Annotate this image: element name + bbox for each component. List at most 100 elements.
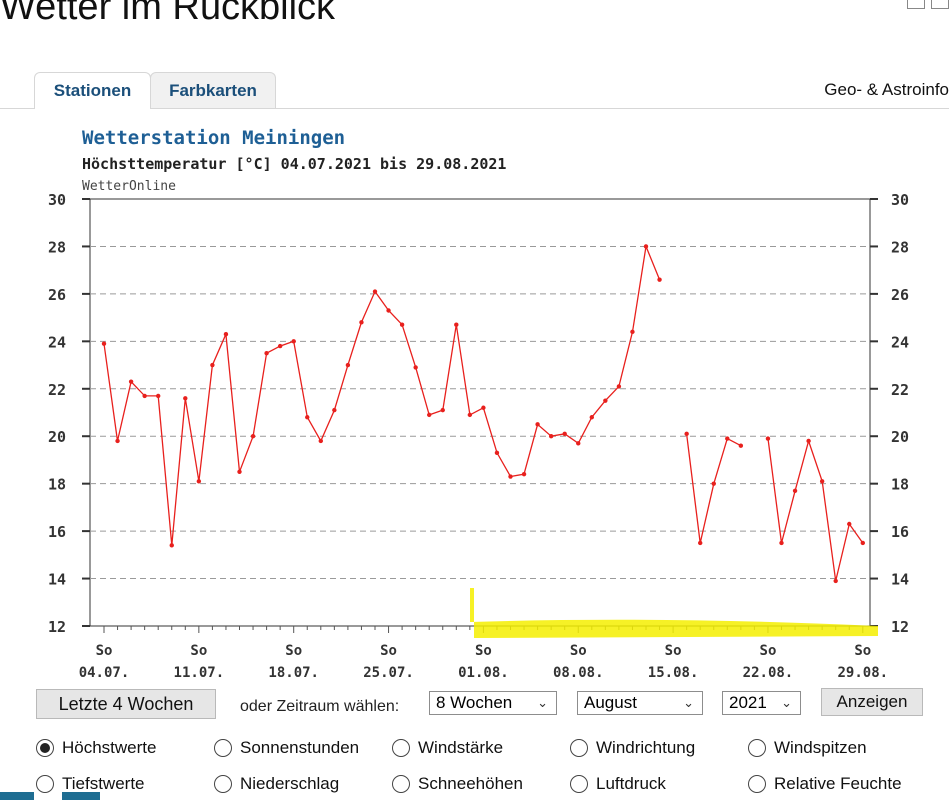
series-line [767, 438, 864, 582]
data-point [481, 405, 486, 410]
toolbar-icons [907, 0, 949, 9]
y-tick-label-left: 20 [48, 428, 66, 446]
x-tick-label-date: 01.08. [458, 665, 509, 678]
chevron-down-icon: ⌄ [781, 695, 792, 710]
year-select[interactable]: 2021 ⌄ [722, 691, 801, 715]
data-point [779, 540, 784, 546]
x-tick-label-weekday: So [475, 643, 492, 659]
radio-schneehoehen[interactable]: Schneehöhen [392, 774, 523, 794]
x-tick-label-weekday: So [854, 643, 871, 659]
tab-farbkarten[interactable]: Farbkarten [150, 72, 276, 108]
data-point [521, 471, 527, 477]
month-select[interactable]: August ⌄ [577, 691, 703, 715]
period-label: oder Zeitraum wählen: [240, 698, 400, 715]
x-tick-label-weekday: So [570, 643, 587, 659]
data-point [128, 379, 134, 384]
data-point [277, 343, 283, 349]
data-point [264, 350, 269, 356]
data-point [765, 436, 771, 441]
radio-label: Niederschlag [240, 774, 340, 793]
data-point [576, 441, 581, 446]
y-tick-label-left: 28 [48, 238, 66, 256]
y-tick-label-right: 20 [891, 428, 909, 446]
temperature-series [101, 243, 865, 584]
data-point [847, 521, 852, 527]
chevron-down-icon: ⌄ [537, 695, 548, 710]
data-point [115, 438, 120, 444]
x-tick-label-date: 11.07. [174, 665, 225, 678]
data-point [562, 431, 567, 437]
radio-unchecked-icon[interactable] [214, 775, 232, 793]
tab-geo-astroinfo[interactable]: Geo- & Astroinfo [824, 80, 949, 99]
data-point [833, 578, 838, 584]
page-title: Wetter im Rückblick [0, 0, 336, 28]
radio-row-1: Höchstwerte Sonnenstunden Windstärke Win… [0, 738, 949, 768]
share-icon[interactable] [931, 0, 949, 9]
radio-sonnenstunden[interactable]: Sonnenstunden [214, 738, 359, 758]
chart-source: WetterOnline [82, 179, 176, 194]
footer-accent [0, 792, 34, 800]
x-tick-label-date: 25.07. [363, 665, 414, 678]
year-value: 2021 [729, 693, 767, 712]
data-point [860, 540, 865, 546]
radio-unchecked-icon[interactable] [36, 775, 54, 793]
data-point [589, 415, 594, 420]
radio-unchecked-icon[interactable] [748, 775, 766, 793]
weeks-select[interactable]: 8 Wochen ⌄ [429, 691, 557, 715]
radio-relative-feuchte[interactable]: Relative Feuchte [748, 774, 902, 794]
radio-label: Windspitzen [774, 738, 867, 757]
radio-unchecked-icon[interactable] [570, 775, 588, 793]
y-tick-label-right: 14 [891, 571, 909, 589]
radio-tiefstwerte[interactable]: Tiefstwerte [36, 774, 145, 794]
x-tick-label-date: 15.08. [648, 665, 699, 678]
data-point [169, 543, 174, 548]
data-point [372, 289, 378, 294]
radio-niederschlag[interactable]: Niederschlag [214, 774, 339, 794]
radio-windspitzen[interactable]: Windspitzen [748, 738, 867, 758]
tab-stationen[interactable]: Stationen [34, 72, 151, 109]
radio-luftdruck[interactable]: Luftdruck [570, 774, 666, 794]
radio-label: Windrichtung [596, 738, 696, 757]
radio-unchecked-icon[interactable] [392, 739, 410, 757]
data-point [210, 362, 215, 368]
radio-windstaerke[interactable]: Windstärke [392, 738, 503, 758]
radio-unchecked-icon[interactable] [214, 739, 232, 757]
x-tick-label-weekday: So [190, 643, 207, 659]
chevron-down-icon: ⌄ [683, 695, 694, 710]
radio-unchecked-icon[interactable] [748, 739, 766, 757]
radio-label: Höchstwerte [62, 738, 157, 757]
radio-unchecked-icon[interactable] [392, 775, 410, 793]
radio-label: Relative Feuchte [774, 774, 902, 793]
grid-lines [82, 198, 878, 633]
last-4-weeks-button[interactable]: Letzte 4 Wochen [36, 689, 216, 719]
data-point [156, 393, 161, 399]
radio-checked-icon[interactable] [36, 739, 54, 757]
data-point [305, 415, 310, 420]
y-tick-label-left: 12 [48, 618, 66, 636]
radio-windrichtung[interactable]: Windrichtung [570, 738, 695, 758]
y-tick-label-left: 22 [48, 381, 66, 399]
x-tick-label-date: 04.07. [79, 665, 130, 678]
data-point [196, 479, 202, 484]
x-tick-label-weekday: So [665, 643, 682, 659]
data-point [440, 407, 445, 413]
data-point [183, 396, 188, 401]
radio-label: Sonnenstunden [240, 738, 360, 757]
data-point [223, 332, 229, 337]
radio-unchecked-icon[interactable] [570, 739, 588, 757]
controls-row: Letzte 4 Wochen oder Zeitraum wählen: 8 … [0, 686, 949, 720]
chart-title: Wetterstation Meiningen [82, 127, 345, 149]
y-tick-label-left: 14 [48, 571, 66, 589]
y-tick-label-right: 28 [891, 238, 909, 256]
highlight-mark [470, 588, 878, 638]
show-button[interactable]: Anzeigen [821, 688, 923, 716]
print-icon[interactable] [907, 0, 925, 9]
weeks-value: 8 Wochen [436, 693, 513, 712]
y-tick-label-right: 12 [891, 618, 909, 636]
radio-label: Luftdruck [596, 774, 666, 793]
x-tick-label-weekday: So [96, 643, 113, 659]
y-tick-label-left: 18 [48, 476, 66, 494]
y-tick-label-left: 26 [48, 286, 66, 304]
radio-hoechstwerte[interactable]: Höchstwerte [36, 738, 156, 758]
data-point [711, 481, 716, 486]
